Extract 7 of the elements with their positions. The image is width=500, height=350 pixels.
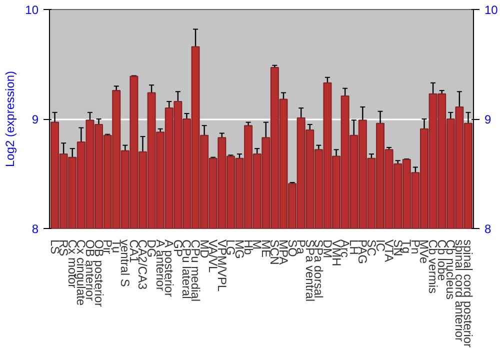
y-tick-label: 10 <box>25 3 39 17</box>
y2-tick-label: 10 <box>484 3 498 17</box>
y2-tick-label: 8 <box>484 222 492 236</box>
y2-tick-label: 9 <box>484 112 492 126</box>
y-tick-label: 8 <box>32 222 39 236</box>
y-tick-label: 9 <box>32 112 39 126</box>
y-axis-title: Log2 (expression) <box>3 70 18 168</box>
